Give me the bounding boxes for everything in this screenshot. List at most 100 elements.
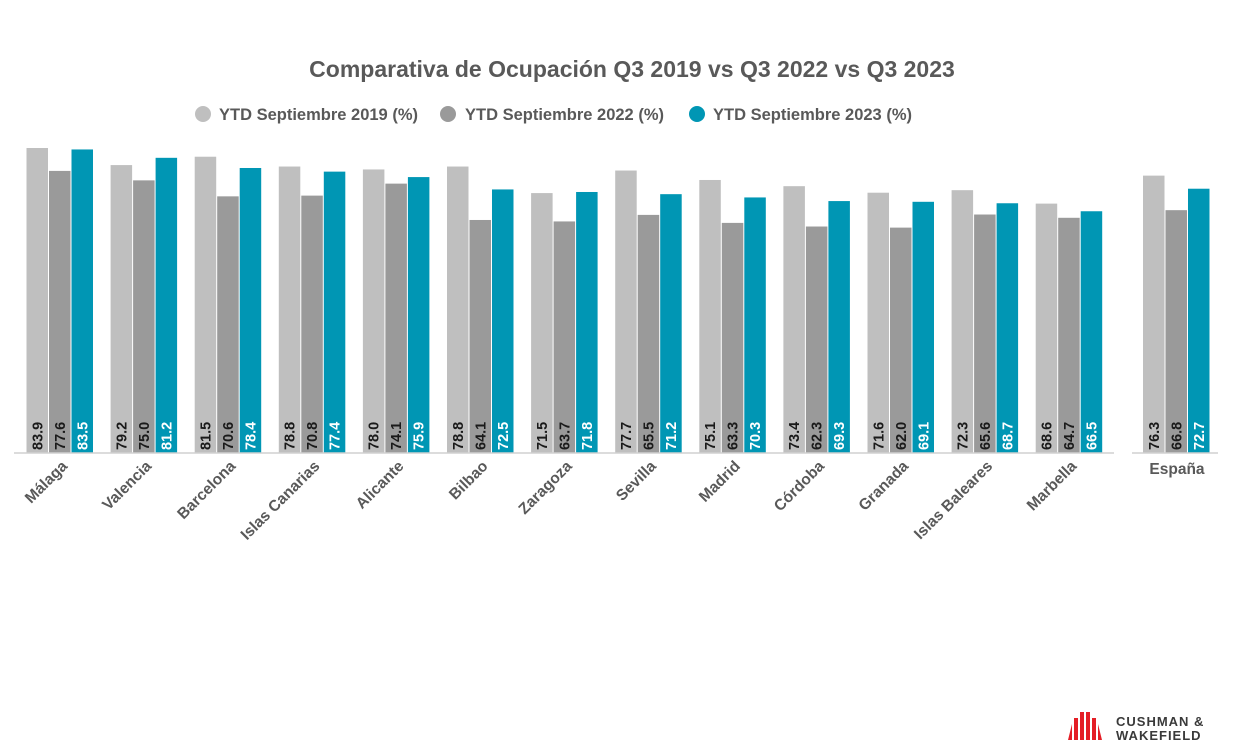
legend-item-2019: YTD Septiembre 2019 (%)	[195, 106, 418, 124]
bar-marbella-2019	[1035, 203, 1058, 453]
bar-granada-2023	[912, 201, 934, 453]
value-label-bilbao-2023: 72.5	[496, 422, 512, 450]
bar-barcelona-2019	[194, 156, 217, 453]
value-label-malaga-2023: 83.5	[75, 422, 91, 450]
value-label-bilbao-2022: 64.1	[473, 422, 489, 450]
legend-item-2023: YTD Septiembre 2023 (%)	[689, 106, 912, 124]
value-label-espana-2022: 66.8	[1169, 422, 1185, 450]
value-label-islas-baleares-2023: 68.7	[1000, 422, 1016, 450]
bar-cordoba-2019	[783, 186, 805, 453]
bar-malaga-2023	[71, 149, 93, 454]
bar-marbella-2023	[1080, 211, 1103, 453]
value-label-valencia-2023: 81.2	[159, 422, 175, 450]
category-label-islas-baleares: Islas Baleares	[911, 458, 996, 543]
bar-alicante-2023	[407, 177, 430, 453]
value-label-islas-baleares-2022: 65.6	[978, 422, 994, 450]
value-label-malaga-2019: 83.9	[30, 422, 46, 450]
legend-swatch-2019	[195, 106, 211, 122]
value-label-valencia-2019: 79.2	[114, 422, 130, 450]
bars-group-cities: 83.9 77.6 83.5 79.2 75.0 81.2 81.5 70.6 78.4 78.8…	[26, 148, 1103, 454]
category-label-madrid: Madrid	[696, 458, 744, 506]
bar-sevilla-2023	[660, 194, 682, 453]
bar-islas-baleares-2022	[974, 214, 996, 453]
bar-madrid-2019	[699, 179, 721, 453]
category-label-espana: España	[1149, 461, 1205, 478]
bar-sevilla-2022	[637, 214, 660, 453]
bar-bilbao-2023	[492, 189, 514, 453]
category-label-barcelona: Barcelona	[174, 458, 239, 523]
bar-espana-2023	[1188, 188, 1210, 453]
category-label-islas-canarias: Islas Canarias	[238, 458, 324, 544]
bar-islas-canarias-2022	[301, 195, 323, 453]
value-label-cordoba-2023: 69.3	[832, 422, 848, 450]
category-label-alicante: Alicante	[353, 458, 408, 513]
value-label-marbella-2022: 64.7	[1062, 422, 1078, 450]
bar-zaragoza-2022	[553, 221, 576, 453]
value-label-sevilla-2022: 65.5	[641, 422, 657, 450]
bar-granada-2022	[890, 227, 912, 453]
legend-swatch-2023	[689, 106, 705, 122]
bar-malaga-2019	[26, 148, 48, 453]
value-label-espana-2023: 72.7	[1192, 422, 1208, 450]
value-label-zaragoza-2022: 63.7	[557, 422, 573, 450]
category-label-bilbao: Bilbao	[446, 458, 492, 504]
value-label-alicante-2022: 74.1	[389, 422, 405, 450]
bar-valencia-2023	[155, 157, 178, 454]
bar-marbella-2022	[1058, 217, 1080, 453]
value-label-barcelona-2019: 81.5	[198, 422, 214, 450]
value-label-barcelona-2023: 78.4	[243, 422, 259, 450]
value-label-zaragoza-2023: 71.8	[580, 422, 596, 450]
category-label-marbella: Marbella	[1024, 458, 1081, 515]
bar-barcelona-2022	[217, 196, 239, 453]
legend: YTD Septiembre 2019 (%) YTD Septiembre 2…	[195, 106, 912, 124]
value-label-granada-2023: 69.1	[916, 422, 932, 450]
bar-islas-baleares-2023	[996, 203, 1019, 453]
value-label-valencia-2022: 75.0	[137, 422, 153, 450]
value-label-zaragoza-2019: 71.5	[535, 422, 551, 450]
bar-sevilla-2019	[615, 170, 637, 453]
value-label-islas-canarias-2022: 70.8	[305, 422, 321, 450]
bar-madrid-2023	[744, 197, 766, 453]
category-label-cordoba: Córdoba	[771, 458, 828, 515]
value-label-cordoba-2022: 62.3	[810, 422, 826, 450]
bar-barcelona-2023	[239, 167, 262, 454]
chart-title: Comparativa de Ocupación Q3 2019 vs Q3 2…	[309, 56, 955, 82]
bar-cordoba-2022	[805, 226, 828, 453]
logo-mark-icon	[1068, 712, 1102, 740]
value-label-barcelona-2022: 70.6	[221, 422, 237, 450]
bar-cordoba-2023	[828, 201, 850, 453]
category-label-valencia: Valencia	[99, 458, 155, 514]
bar-bilbao-2019	[447, 166, 469, 454]
bar-espana-2022	[1165, 210, 1187, 453]
bars-group-espana: 76.3 66.8 72.7	[1143, 175, 1210, 454]
value-label-madrid-2022: 63.3	[726, 422, 742, 450]
logo-text-line2: WAKEFIELD	[1116, 728, 1202, 743]
value-label-cordoba-2019: 73.4	[787, 422, 803, 450]
category-label-zaragoza: Zaragoza	[516, 458, 576, 518]
value-label-sevilla-2019: 77.7	[619, 422, 635, 450]
value-label-espana-2019: 76.3	[1147, 422, 1163, 450]
cushman-wakefield-logo: CUSHMAN & WAKEFIELD	[1068, 712, 1204, 743]
value-label-marbella-2023: 66.5	[1084, 422, 1100, 450]
legend-swatch-2022	[440, 106, 456, 122]
logo-text-line1: CUSHMAN &	[1116, 714, 1204, 729]
category-label-sevilla: Sevilla	[613, 458, 660, 505]
bar-zaragoza-2023	[576, 191, 598, 454]
bar-granada-2019	[867, 192, 889, 454]
value-label-malaga-2022: 77.6	[53, 422, 69, 450]
value-label-granada-2019: 71.6	[871, 422, 887, 450]
legend-label-2022: YTD Septiembre 2022 (%)	[465, 106, 664, 124]
bar-valencia-2019	[110, 165, 133, 453]
bar-alicante-2019	[362, 169, 385, 453]
value-label-madrid-2023: 70.3	[748, 422, 764, 450]
bar-islas-canarias-2023	[323, 171, 346, 453]
value-label-alicante-2023: 75.9	[412, 422, 428, 450]
category-label-malaga: Málaga	[22, 458, 71, 507]
bar-malaga-2022	[49, 170, 71, 453]
value-label-alicante-2019: 78.0	[367, 422, 383, 450]
value-label-islas-baleares-2019: 72.3	[955, 422, 971, 450]
bar-zaragoza-2019	[531, 193, 553, 454]
bar-valencia-2022	[133, 180, 155, 453]
